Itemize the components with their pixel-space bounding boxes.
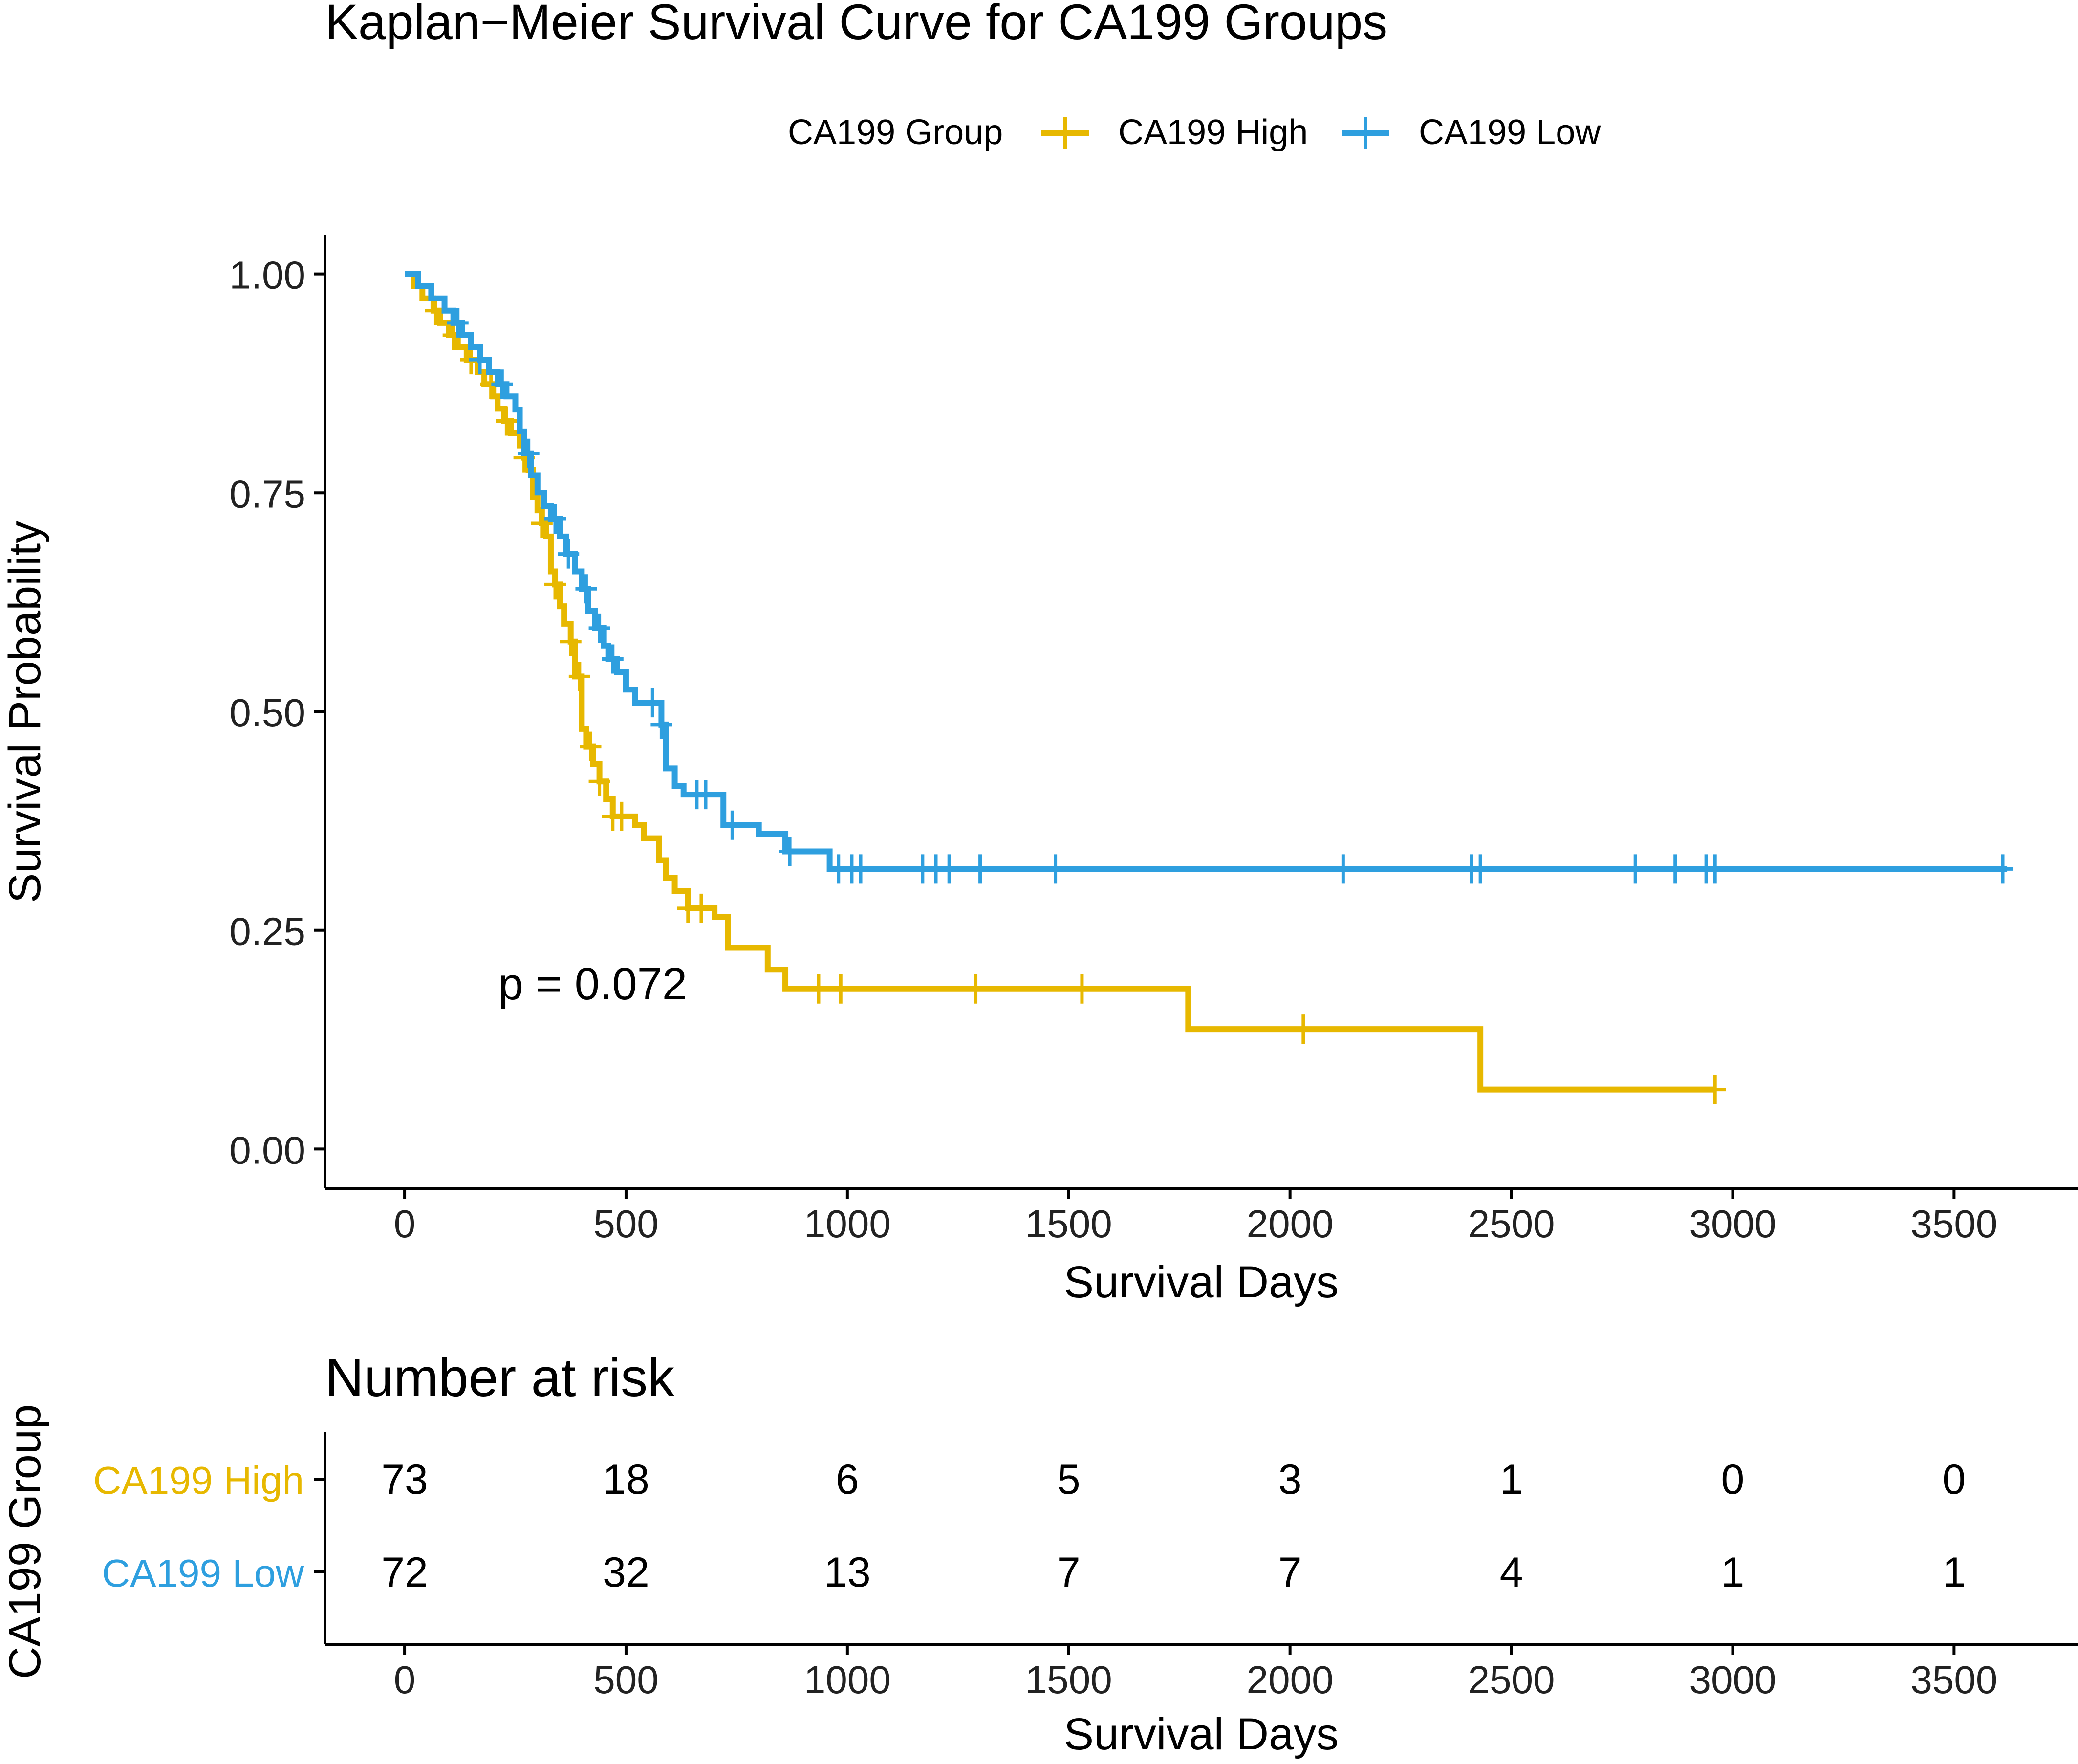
censor-mark xyxy=(779,837,801,866)
censor-mark xyxy=(1664,854,1686,884)
x-tick-label: 2500 xyxy=(1468,1202,1555,1246)
censor-mark xyxy=(1292,1014,1314,1044)
censor-mark xyxy=(580,731,602,761)
y-tick-label: 0.50 xyxy=(229,691,305,734)
risk-table-y-label: CA199 Group xyxy=(0,1404,50,1679)
risk-row-label: CA199 Low xyxy=(102,1551,304,1595)
risk-count: 72 xyxy=(381,1549,428,1596)
risk-table-title: Number at risk xyxy=(325,1348,675,1408)
p-value-annotation: p = 0.072 xyxy=(498,959,687,1009)
censor-mark xyxy=(1704,1075,1726,1104)
risk-count: 13 xyxy=(824,1549,871,1596)
censor-mark xyxy=(1992,854,2014,884)
censor-mark xyxy=(575,574,597,604)
legend-label-high: CA199 High xyxy=(1118,113,1308,152)
censor-mark xyxy=(560,626,582,656)
x-axis-label: Survival Days xyxy=(1064,1257,1339,1307)
censor-mark xyxy=(850,854,872,884)
censor-mark xyxy=(558,539,580,569)
censor-mark xyxy=(830,974,852,1004)
x-tick-label: 1500 xyxy=(1025,1202,1112,1246)
censor-mark xyxy=(602,644,624,674)
km-plot-area: 0.00 0.25 0.50 0.75 1.00 0 500 1000 1500 2000 250… xyxy=(229,235,2078,1246)
censor-mark xyxy=(469,345,491,375)
legend-key-low xyxy=(1342,117,1389,149)
risk-count: 1 xyxy=(1500,1456,1523,1503)
x-tick-label: 3000 xyxy=(1689,1202,1776,1246)
risk-table-x-label: Survival Days xyxy=(1064,1709,1339,1759)
censor-mark xyxy=(588,767,610,796)
risk-count: 32 xyxy=(603,1549,649,1596)
risk-count: 73 xyxy=(381,1456,428,1503)
censor-mark xyxy=(518,438,540,468)
legend-key-high xyxy=(1041,117,1089,149)
series-low xyxy=(405,271,2014,884)
censor-mark xyxy=(1624,854,1646,884)
risk-x-tick-label: 0 xyxy=(394,1658,416,1701)
censor-mark xyxy=(1071,974,1093,1004)
censor-mark xyxy=(531,508,553,538)
risk-x-tick-label: 3500 xyxy=(1910,1658,1997,1701)
y-tick-label: 1.00 xyxy=(229,254,305,297)
risk-x-tick-label: 1000 xyxy=(804,1658,891,1701)
chart-title: Kaplan−Meier Survival Curve for CA199 Gr… xyxy=(325,0,1387,50)
censor-mark xyxy=(650,710,672,739)
censor-mark xyxy=(447,308,469,338)
risk-count: 6 xyxy=(836,1456,859,1503)
legend: CA199 Group CA199 High CA199 Low xyxy=(788,113,1601,152)
risk-count: 18 xyxy=(603,1456,649,1503)
risk-count: 0 xyxy=(1721,1456,1745,1503)
legend-title: CA199 Group xyxy=(788,113,1003,152)
risk-count: 4 xyxy=(1500,1549,1523,1596)
y-tick-label: 0.00 xyxy=(229,1128,305,1172)
x-tick-label: 500 xyxy=(593,1202,658,1246)
risk-table: Number at risk CA199 High 73 18 6 5 3 1 0 0 CA199… xyxy=(0,1348,2078,1759)
x-tick-label: 3500 xyxy=(1910,1202,1997,1246)
censor-mark xyxy=(496,406,518,436)
x-tick-label: 2000 xyxy=(1247,1202,1334,1246)
survival-curve xyxy=(405,271,2008,872)
risk-count: 1 xyxy=(1721,1549,1745,1596)
censor-mark xyxy=(568,662,590,691)
censor-mark xyxy=(588,613,610,643)
censor-mark xyxy=(721,810,743,840)
censor-mark xyxy=(807,974,829,1004)
censor-mark xyxy=(642,688,664,718)
risk-x-tick-label: 1500 xyxy=(1025,1658,1112,1701)
y-axis-label: Survival Probability xyxy=(0,521,50,903)
risk-count: 5 xyxy=(1057,1456,1081,1503)
censor-mark xyxy=(938,854,960,884)
y-tick-label: 0.25 xyxy=(229,910,305,953)
legend-label-low: CA199 Low xyxy=(1419,113,1601,152)
censor-mark xyxy=(690,893,712,923)
risk-count: 7 xyxy=(1278,1549,1302,1596)
censor-mark xyxy=(969,854,991,884)
risk-x-tick-label: 2500 xyxy=(1468,1658,1555,1701)
risk-count: 7 xyxy=(1057,1549,1081,1596)
x-tick-label: 1000 xyxy=(804,1202,891,1246)
risk-count: 1 xyxy=(1942,1549,1966,1596)
censor-mark xyxy=(1470,854,1492,884)
censor-mark xyxy=(1704,854,1726,884)
risk-row-label: CA199 High xyxy=(93,1459,304,1502)
y-tick-label: 0.75 xyxy=(229,472,305,516)
censor-mark xyxy=(965,974,987,1004)
risk-x-tick-label: 3000 xyxy=(1689,1658,1776,1701)
censor-mark xyxy=(694,780,716,810)
censor-mark xyxy=(1332,854,1354,884)
risk-count: 3 xyxy=(1278,1456,1302,1503)
x-tick-label: 0 xyxy=(394,1202,416,1246)
risk-x-tick-label: 2000 xyxy=(1247,1658,1334,1701)
censor-mark xyxy=(1044,854,1066,884)
risk-x-tick-label: 500 xyxy=(593,1658,658,1701)
risk-count: 0 xyxy=(1942,1456,1966,1503)
censor-mark xyxy=(544,504,566,534)
censor-mark xyxy=(544,570,566,600)
censor-mark xyxy=(610,801,632,831)
censor-mark xyxy=(491,369,513,399)
